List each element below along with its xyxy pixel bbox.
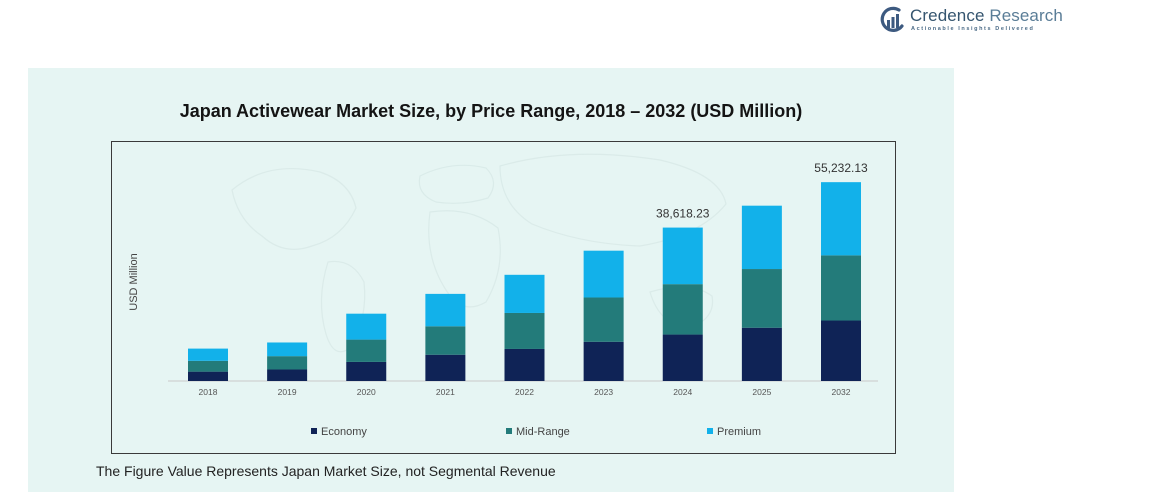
bar-economy-2019 — [267, 369, 308, 381]
bar-premium-2021 — [425, 293, 466, 327]
bar-premium-2019 — [267, 342, 308, 357]
brand-name: Credence Research — [910, 6, 1063, 26]
bar-mid-range-2019 — [267, 356, 308, 370]
legend-label-mid-range: Mid-Range — [516, 426, 570, 438]
legend-swatch-premium — [707, 428, 713, 434]
credence-logo-icon — [880, 6, 904, 32]
x-tick-2024: 2024 — [673, 387, 692, 397]
x-tick-2032: 2032 — [832, 387, 851, 397]
brand-tagline: Actionable Insights Delivered — [911, 26, 1035, 32]
bar-mid-range-2024 — [662, 284, 703, 335]
chart-panel — [28, 68, 954, 492]
total-label-2024: 38,618.23 — [656, 207, 710, 221]
footnote: The Figure Value Represents Japan Market… — [96, 463, 556, 479]
bar-economy-2024 — [662, 334, 703, 381]
x-tick-2021: 2021 — [436, 387, 455, 397]
plot-frame — [111, 141, 896, 454]
brand-name-second: Research — [989, 6, 1063, 25]
bar-premium-2022 — [504, 274, 545, 313]
x-tick-2020: 2020 — [357, 387, 376, 397]
bar-mid-range-2025 — [741, 269, 782, 328]
credence-research-logo: Credence Research Actionable Insights De… — [879, 4, 1069, 36]
bar-premium-2023 — [583, 250, 624, 298]
bar-economy-2025 — [741, 327, 782, 381]
bar-premium-2025 — [741, 205, 782, 270]
y-axis-label: USD Million — [128, 253, 140, 310]
x-tick-labels: 2018 2019 2020 2021 2022 2023 2024 2025 2032 — [199, 387, 851, 397]
bar-mid-range-2032 — [821, 255, 861, 321]
bar-mid-range-2020 — [346, 339, 387, 362]
bar-economy-2032 — [821, 320, 861, 381]
x-tick-2018: 2018 — [199, 387, 218, 397]
legend-label-premium: Premium — [717, 426, 761, 438]
x-tick-2019: 2019 — [278, 387, 297, 397]
bar-mid-range-2022 — [504, 312, 545, 349]
legend-swatch-mid-range — [506, 428, 512, 434]
bar-premium-2032 — [821, 182, 861, 256]
bar-economy-2022 — [504, 348, 545, 381]
brand-name-first: Credence — [910, 6, 985, 25]
world-map-watermark — [231, 153, 727, 353]
x-tick-2023: 2023 — [594, 387, 613, 397]
bar-mid-range-2021 — [425, 326, 466, 355]
bar-economy-2020 — [346, 361, 387, 381]
bar-premium-2020 — [346, 313, 387, 340]
legend-label-economy: Economy — [321, 426, 367, 438]
bar-premium-2024 — [662, 227, 703, 285]
bar-economy-2018 — [188, 371, 228, 381]
total-labels: 38,618.23 55,232.13 — [656, 161, 868, 220]
bar-economy-2023 — [583, 341, 624, 381]
legend-swatch-economy — [311, 428, 317, 434]
chart-legend: Economy Mid-Range Premium — [311, 426, 761, 438]
bar-group — [188, 182, 861, 381]
bar-mid-range-2023 — [583, 297, 624, 342]
bar-mid-range-2018 — [188, 360, 228, 372]
x-tick-2025: 2025 — [752, 387, 771, 397]
chart-title: Japan Activewear Market Size, by Price R… — [179, 101, 803, 121]
total-label-2032: 55,232.13 — [814, 161, 868, 175]
x-tick-2022: 2022 — [515, 387, 534, 397]
bar-economy-2021 — [425, 354, 466, 381]
bar-premium-2018 — [188, 348, 228, 361]
